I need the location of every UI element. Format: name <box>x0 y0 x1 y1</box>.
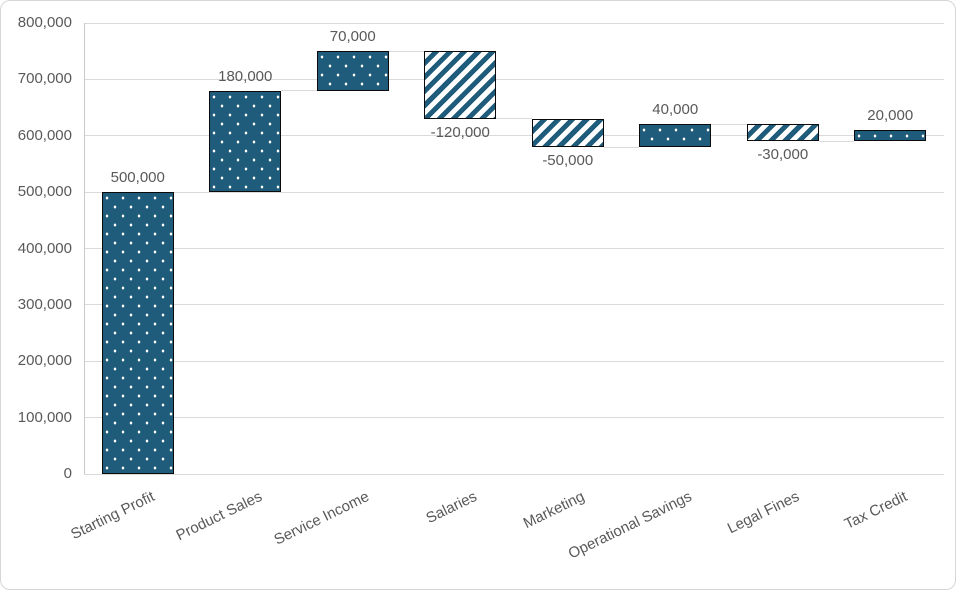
bar-operational-savings <box>639 124 712 148</box>
gridline <box>84 473 944 475</box>
x-category-label: Salaries <box>423 488 480 528</box>
y-tick-label: 700,000 <box>17 70 72 88</box>
y-tick-label: 100,000 <box>17 408 72 426</box>
bar-tax-credit <box>854 130 927 142</box>
gridline <box>84 191 944 193</box>
bar-salaries <box>424 51 497 119</box>
bar-value-label: -50,000 <box>542 152 594 170</box>
y-axis-line <box>84 23 85 474</box>
bar-value-label: 180,000 <box>218 67 273 85</box>
bar-value-label: -30,000 <box>757 146 809 164</box>
y-tick-label: 0 <box>63 465 72 482</box>
bar-value-label: 40,000 <box>652 101 699 119</box>
connector-line <box>281 90 317 92</box>
gridline <box>84 78 944 80</box>
bar-service-income <box>316 51 389 91</box>
x-category-label: Service Income <box>271 488 373 549</box>
connector-line <box>496 118 532 120</box>
connector-line <box>173 191 210 193</box>
y-tick-label: 200,000 <box>17 352 72 370</box>
x-category-label: Product Sales <box>173 488 265 545</box>
bar-marketing <box>531 118 604 148</box>
gridline <box>84 22 944 24</box>
connector-line <box>603 146 640 148</box>
x-category-label: Starting Profit <box>68 488 158 544</box>
x-category-label: Tax Credit <box>841 488 910 533</box>
bar-value-label: -120,000 <box>430 123 490 141</box>
y-tick-label: 300,000 <box>17 295 72 313</box>
gridline <box>84 135 944 137</box>
x-category-label: Legal Fines <box>725 488 803 538</box>
bar-value-label: 20,000 <box>867 107 914 125</box>
bar-legal-fines <box>746 124 819 142</box>
gridline <box>84 304 944 306</box>
y-tick-label: 600,000 <box>17 126 72 144</box>
bar-value-label: 70,000 <box>329 28 376 46</box>
y-tick-label: 800,000 <box>17 14 72 31</box>
connector-line <box>818 140 855 142</box>
bar-starting-profit <box>101 192 174 474</box>
y-tick-label: 400,000 <box>17 239 72 257</box>
connector-line <box>388 50 425 52</box>
gridline <box>84 417 944 419</box>
connector-line <box>711 123 747 125</box>
y-tick-label: 500,000 <box>17 183 72 201</box>
gridline <box>84 360 944 362</box>
x-category-label: Marketing <box>520 488 588 533</box>
bar-value-label: 500,000 <box>110 169 165 187</box>
gridline <box>84 248 944 249</box>
bar-product-sales <box>209 90 282 193</box>
